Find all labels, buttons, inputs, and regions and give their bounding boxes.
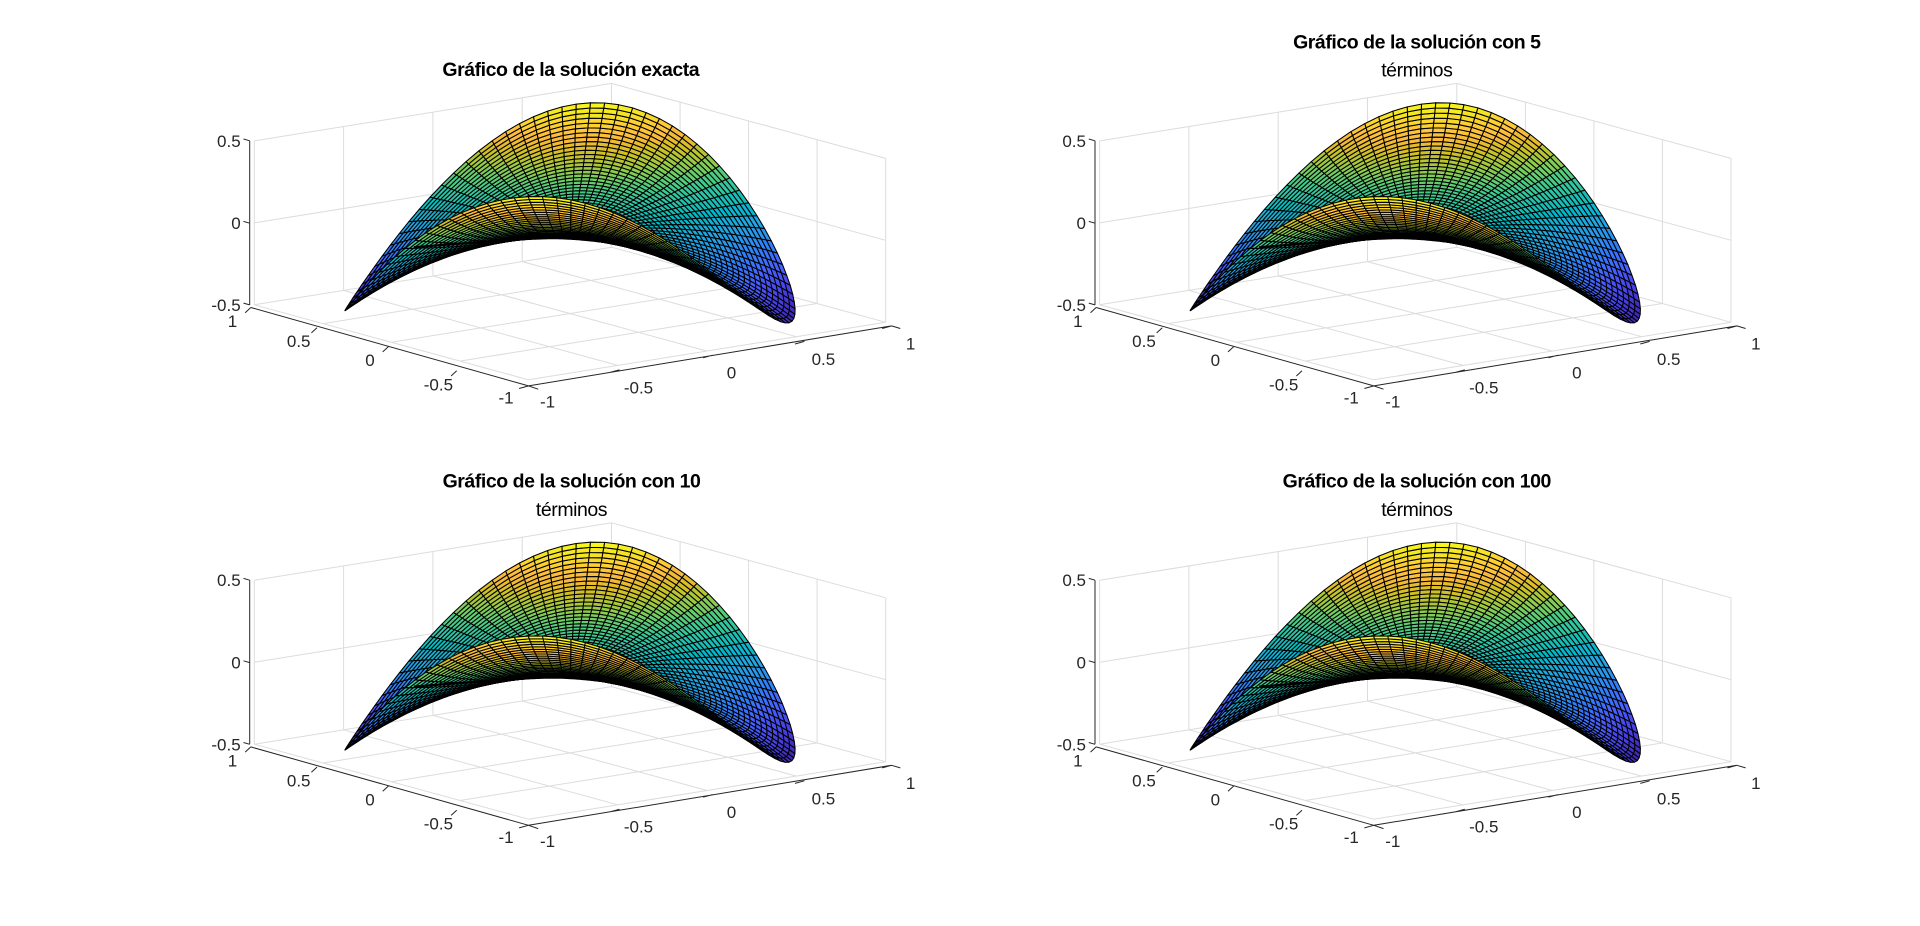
- svg-text:términos: términos: [1381, 60, 1453, 82]
- svg-text:Gráfico de la solución con 5: Gráfico de la solución con 5: [1293, 31, 1541, 53]
- svg-text:Gráfico de la solución exacta: Gráfico de la solución exacta: [442, 59, 699, 81]
- svg-text:términos: términos: [536, 499, 608, 521]
- svg-text:Gráfico de la solución con 10: Gráfico de la solución con 10: [443, 471, 701, 493]
- svg-text:Gráfico de la solución con 100: Gráfico de la solución con 100: [1283, 471, 1552, 493]
- svg-text:términos: términos: [1381, 499, 1453, 521]
